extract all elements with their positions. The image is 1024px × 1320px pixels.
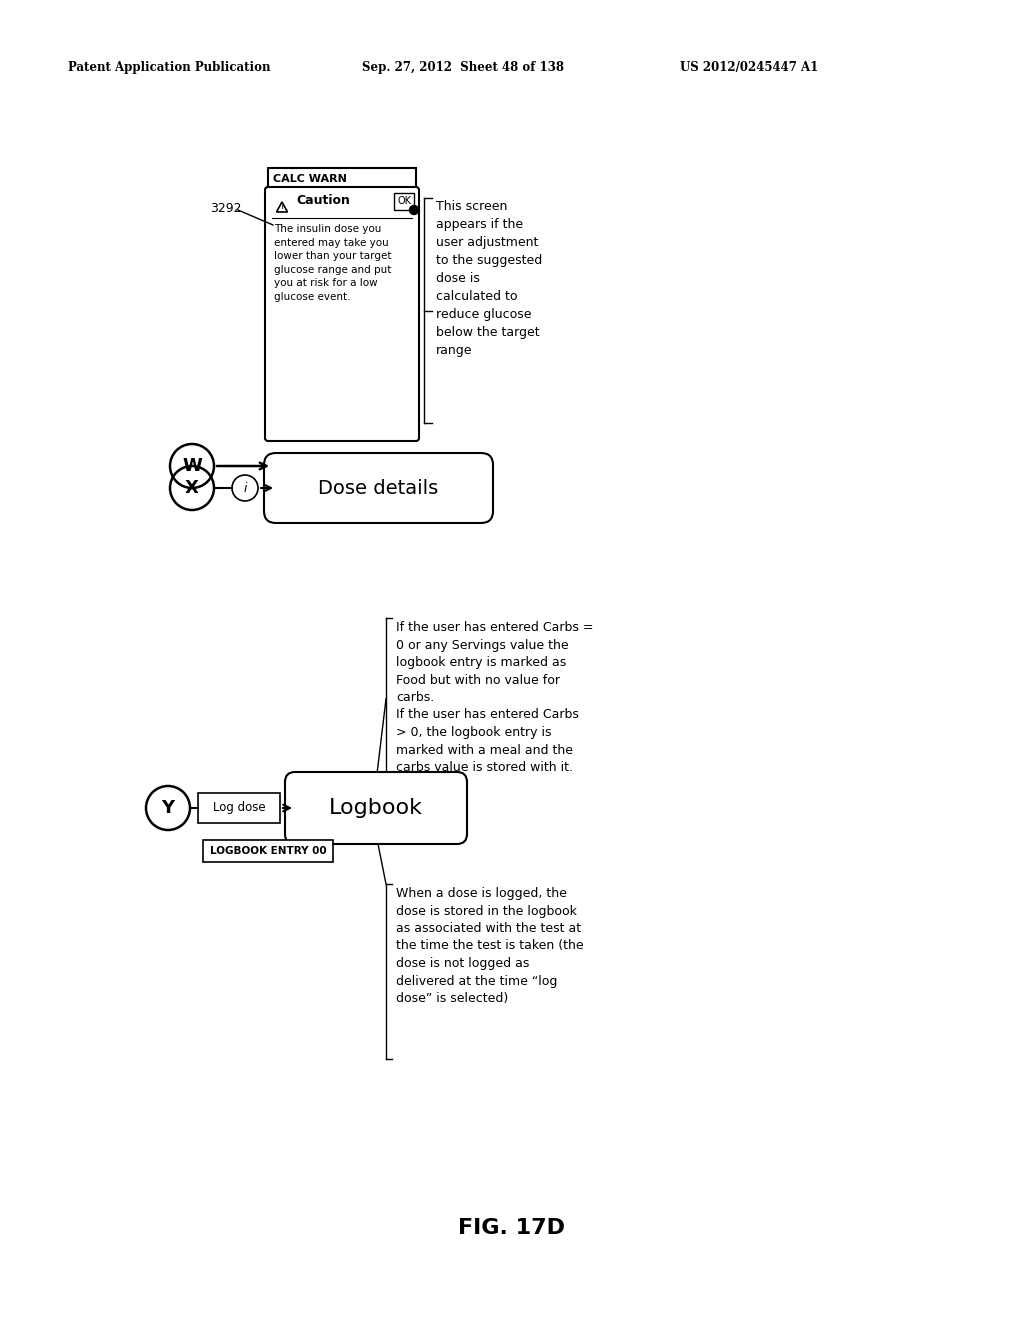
Text: US 2012/0245447 A1: US 2012/0245447 A1 xyxy=(680,62,818,74)
FancyBboxPatch shape xyxy=(285,772,467,843)
FancyBboxPatch shape xyxy=(264,453,493,523)
FancyBboxPatch shape xyxy=(394,193,414,210)
Text: LOGBOOK ENTRY 00: LOGBOOK ENTRY 00 xyxy=(210,846,327,855)
Text: Y: Y xyxy=(162,799,174,817)
FancyBboxPatch shape xyxy=(203,840,333,862)
Text: W: W xyxy=(182,457,202,475)
Text: Sep. 27, 2012  Sheet 48 of 138: Sep. 27, 2012 Sheet 48 of 138 xyxy=(362,62,564,74)
Text: Patent Application Publication: Patent Application Publication xyxy=(68,62,270,74)
FancyBboxPatch shape xyxy=(265,187,419,441)
Text: When a dose is logged, the
dose is stored in the logbook
as associated with the : When a dose is logged, the dose is store… xyxy=(396,887,584,1005)
Text: !: ! xyxy=(281,205,284,214)
Text: The insulin dose you
entered may take you
lower than your target
glucose range a: The insulin dose you entered may take yo… xyxy=(274,224,391,302)
Text: Caution: Caution xyxy=(296,194,350,207)
Circle shape xyxy=(410,206,419,214)
Text: This screen
appears if the
user adjustment
to the suggested
dose is
calculated t: This screen appears if the user adjustme… xyxy=(436,201,543,356)
FancyBboxPatch shape xyxy=(198,793,280,822)
Text: 3292: 3292 xyxy=(210,202,242,214)
Text: i: i xyxy=(244,483,247,495)
Text: Logbook: Logbook xyxy=(329,799,423,818)
Text: Dose details: Dose details xyxy=(318,479,438,498)
Text: FIG. 17D: FIG. 17D xyxy=(459,1218,565,1238)
Text: OK: OK xyxy=(397,197,411,206)
FancyBboxPatch shape xyxy=(268,168,416,190)
Text: CALC WARN: CALC WARN xyxy=(273,174,347,183)
Text: If the user has entered Carbs =
0 or any Servings value the
logbook entry is mar: If the user has entered Carbs = 0 or any… xyxy=(396,620,594,774)
Text: X: X xyxy=(185,479,199,498)
Text: Log dose: Log dose xyxy=(213,801,265,814)
